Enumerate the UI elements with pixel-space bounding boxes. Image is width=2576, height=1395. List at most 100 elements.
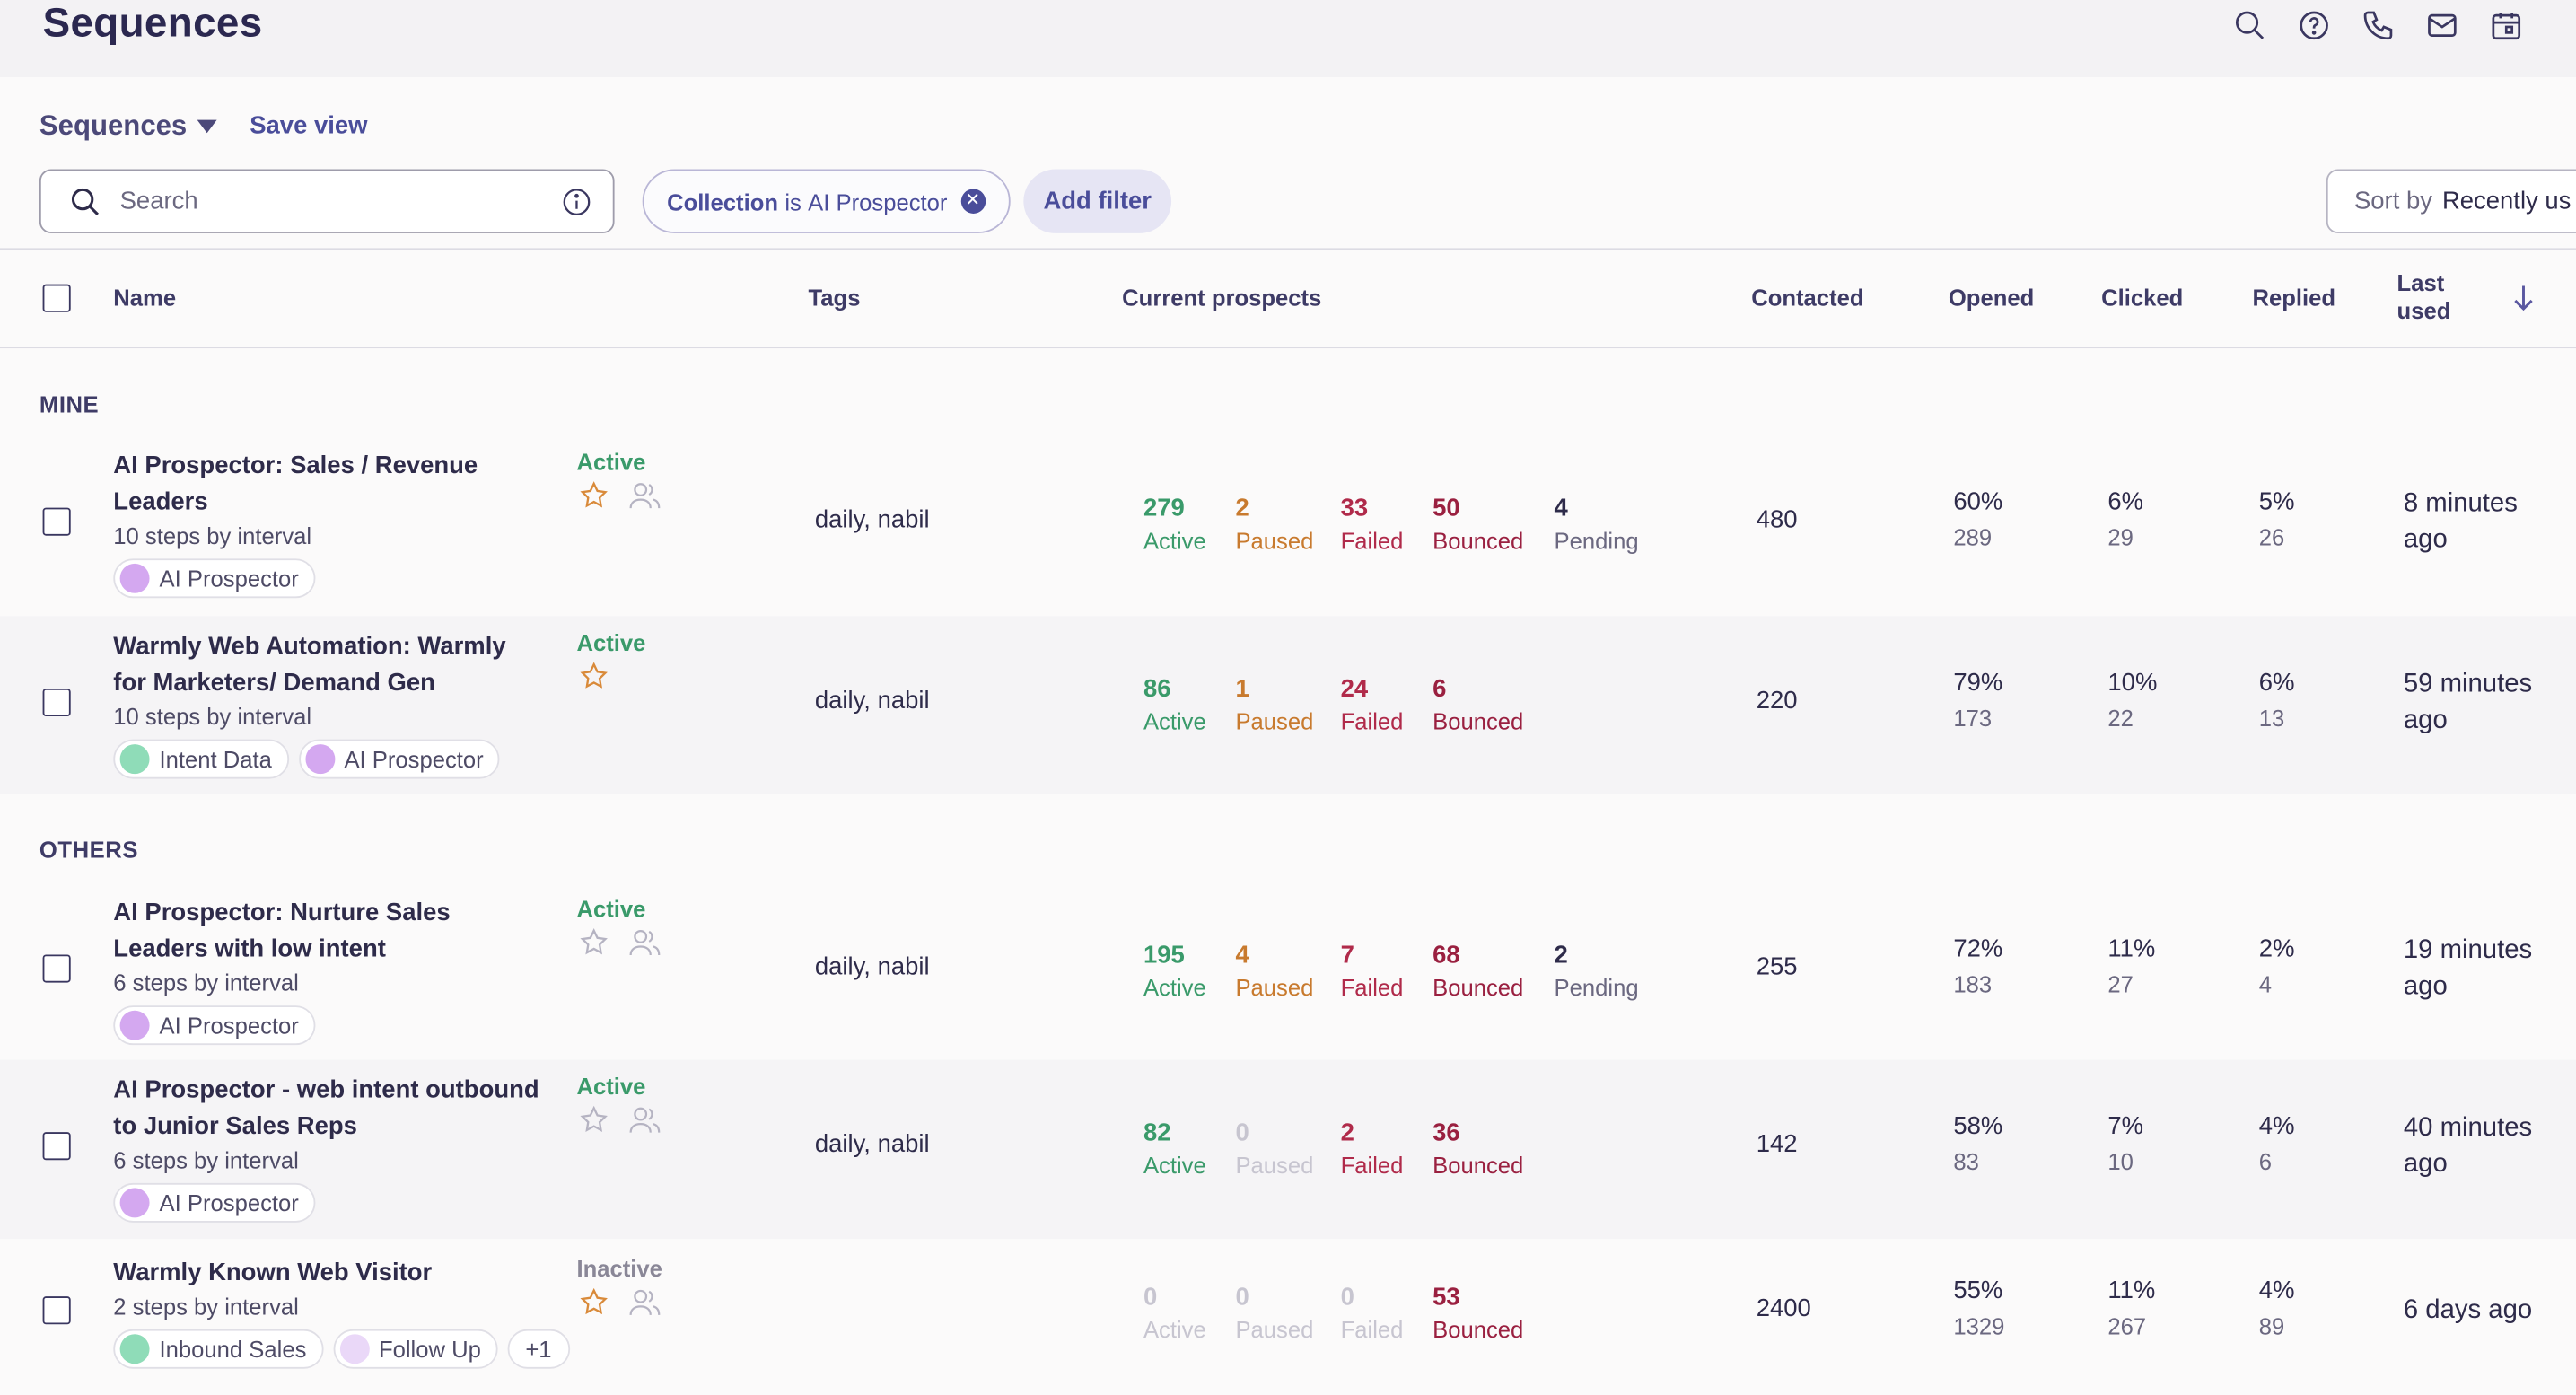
bounced-count[interactable]: 50 Bounced	[1433, 495, 1523, 557]
tag-label: Intent Data	[159, 746, 272, 773]
collection-tag[interactable]: AI Prospector	[298, 739, 501, 779]
paused-count-label: Paused	[1235, 1152, 1314, 1179]
tag-color-dot	[119, 563, 150, 593]
clicked-count: 267	[2107, 1312, 2147, 1339]
table-row[interactable]: AI Prospector: Sales / Revenue Leaders 10…	[0, 435, 2576, 616]
people-icon[interactable]	[627, 479, 662, 511]
people-icon[interactable]	[627, 926, 662, 958]
mail-icon[interactable]	[2423, 6, 2459, 42]
sequence-name[interactable]: Warmly Known Web Visitor	[113, 1259, 433, 1287]
row-checkbox[interactable]	[42, 688, 71, 717]
pending-count-value: 4	[1554, 494, 1568, 523]
collection-tag[interactable]: AI Prospector	[113, 558, 316, 599]
paused-count[interactable]: 0 Paused	[1235, 1119, 1313, 1182]
sort-descending-icon[interactable]	[2510, 283, 2537, 312]
collection-tag[interactable]: Follow Up	[332, 1329, 498, 1369]
last-used: 40 minutes ago	[2403, 1114, 2533, 1179]
column-name[interactable]: Name	[113, 284, 177, 311]
column-current-prospects[interactable]: Current prospects	[1122, 284, 1322, 311]
remove-filter-icon[interactable]: ✕	[960, 189, 986, 214]
column-opened[interactable]: Opened	[1948, 284, 2035, 311]
phone-icon[interactable]	[2359, 6, 2395, 42]
search-box[interactable]	[39, 169, 615, 233]
opened-percent: 72%	[1953, 934, 2003, 963]
failed-count[interactable]: 24 Failed	[1341, 675, 1404, 738]
column-replied[interactable]: Replied	[2252, 284, 2336, 311]
select-all-checkbox[interactable]	[42, 284, 71, 312]
star-icon[interactable]	[578, 1104, 609, 1136]
column-tags[interactable]: Tags	[808, 284, 861, 311]
row-checkbox[interactable]	[42, 1296, 71, 1325]
view-selector[interactable]: Sequences	[39, 110, 217, 144]
failed-count-label: Failed	[1340, 707, 1404, 735]
table-row[interactable]: AI Prospector - web intent outbound to J…	[0, 1059, 2576, 1240]
paused-count[interactable]: 1 Paused	[1235, 675, 1313, 738]
row-checkbox[interactable]	[42, 954, 71, 983]
failed-count[interactable]: 7 Failed	[1341, 942, 1404, 1005]
star-icon[interactable]	[578, 661, 609, 692]
table-row[interactable]: AI Prospector: Nurture Sales Leaders wit…	[0, 882, 2576, 1060]
bounced-count[interactable]: 36 Bounced	[1433, 1119, 1523, 1182]
group-label-others: OTHERS	[39, 836, 139, 863]
failed-count[interactable]: 33 Failed	[1341, 495, 1404, 557]
active-count[interactable]: 82 Active	[1143, 1119, 1206, 1182]
paused-count-value: 0	[1235, 1283, 1249, 1312]
more-tags-badge[interactable]: +1	[507, 1329, 570, 1369]
collection-tag[interactable]: AI Prospector	[113, 1182, 316, 1223]
column-last-used[interactable]: Last used	[2397, 269, 2451, 325]
bounced-count[interactable]: 53 Bounced	[1433, 1284, 1523, 1347]
collection-tag[interactable]: AI Prospector	[113, 1005, 316, 1046]
active-count[interactable]: 279 Active	[1143, 495, 1206, 557]
sequence-name[interactable]: AI Prospector - web intent outbound to J…	[113, 1075, 539, 1141]
people-icon[interactable]	[627, 1104, 662, 1136]
last-used: 8 minutes ago	[2403, 489, 2518, 554]
table-row[interactable]: Warmly Known Web Visitor 2 steps by inter…	[0, 1239, 2576, 1395]
active-count[interactable]: 195 Active	[1143, 942, 1206, 1005]
active-count[interactable]: 0 Active	[1143, 1284, 1206, 1347]
pending-count[interactable]: 2 Pending	[1555, 942, 1639, 1005]
top-bar: Sequences	[0, 0, 2576, 78]
table-row[interactable]: Warmly Web Automation: Warmly for Market…	[0, 616, 2576, 794]
star-icon[interactable]	[578, 1286, 609, 1318]
column-clicked[interactable]: Clicked	[2101, 284, 2184, 311]
paused-count-label: Paused	[1235, 1316, 1314, 1343]
search-input[interactable]	[119, 187, 531, 215]
star-icon[interactable]	[578, 479, 609, 511]
star-icon[interactable]	[578, 926, 609, 958]
paused-count[interactable]: 0 Paused	[1235, 1284, 1313, 1347]
collection-tag[interactable]: Intent Data	[113, 739, 289, 779]
clicked-count: 29	[2107, 523, 2134, 551]
sequence-name[interactable]: AI Prospector: Sales / Revenue Leaders	[113, 452, 478, 516]
column-contacted[interactable]: Contacted	[1751, 284, 1864, 311]
add-filter-button[interactable]: Add filter	[1023, 169, 1172, 233]
paused-count[interactable]: 2 Paused	[1235, 495, 1313, 557]
people-icon[interactable]	[627, 1286, 662, 1318]
paused-count[interactable]: 4 Paused	[1235, 942, 1313, 1005]
last-used: 59 minutes ago	[2403, 670, 2533, 735]
collection-tag[interactable]: Inbound Sales	[113, 1329, 323, 1369]
sequence-name[interactable]: AI Prospector: Nurture Sales Leaders wit…	[113, 899, 451, 963]
failed-count[interactable]: 2 Failed	[1341, 1119, 1404, 1182]
sort-dropdown[interactable]: Sort by Recently us	[2326, 169, 2576, 233]
save-view-link[interactable]: Save view	[250, 111, 368, 140]
bounced-count[interactable]: 6 Bounced	[1433, 675, 1523, 738]
info-icon[interactable]	[560, 186, 593, 219]
replied-percent: 6%	[2258, 668, 2295, 698]
bounced-count-label: Bounced	[1433, 974, 1524, 1001]
help-icon[interactable]	[2295, 6, 2331, 42]
sequence-name[interactable]: Warmly Web Automation: Warmly for Market…	[113, 632, 506, 698]
bounced-count[interactable]: 68 Bounced	[1433, 942, 1523, 1005]
calendar-icon[interactable]	[2487, 6, 2523, 42]
status-badge: Inactive	[576, 1255, 662, 1282]
filter-chip-collection[interactable]: Collection is AI Prospector ✕	[642, 169, 1011, 233]
search-icon[interactable]	[2231, 6, 2267, 42]
row-checkbox[interactable]	[42, 507, 71, 536]
status-badge: Active	[576, 629, 646, 656]
active-count-value: 0	[1143, 1283, 1158, 1312]
pending-count[interactable]: 4 Pending	[1555, 495, 1639, 557]
active-count[interactable]: 86 Active	[1143, 675, 1206, 738]
active-count-value: 86	[1143, 675, 1171, 704]
failed-count[interactable]: 0 Failed	[1341, 1284, 1404, 1347]
row-checkbox[interactable]	[42, 1132, 71, 1161]
